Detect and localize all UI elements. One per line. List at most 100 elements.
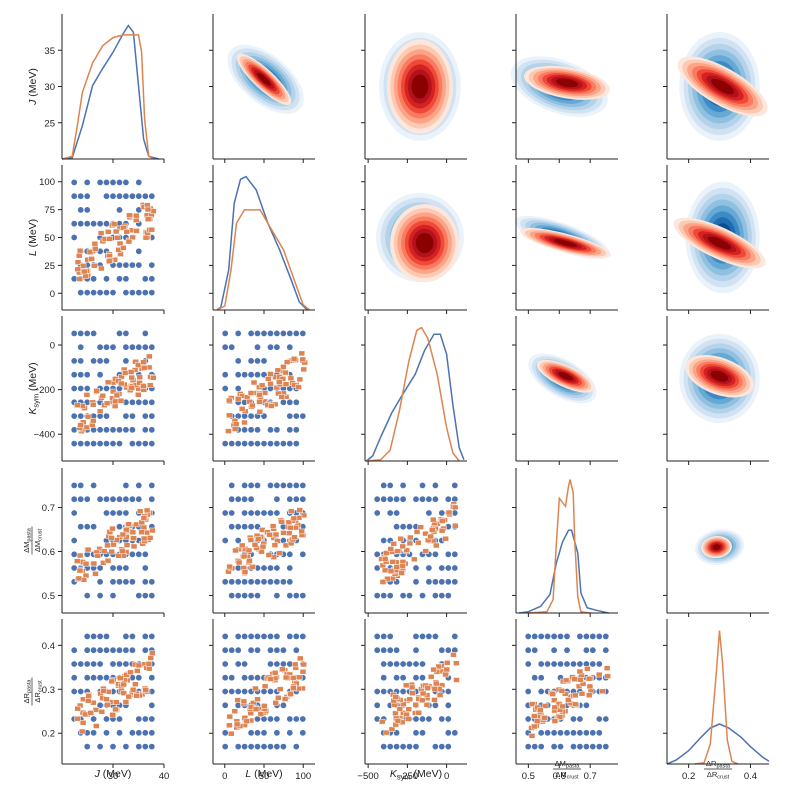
point-orange [398,570,405,576]
point-orange [397,535,404,542]
point-orange [279,376,287,382]
point-blue [70,192,78,200]
point-blue [386,743,394,751]
axes-r2-c3 [512,316,618,465]
axes-r0-c0: 25 30 35 [44,14,165,163]
point-blue [70,564,78,572]
point-orange [300,366,307,373]
axes-r4-c3: 0.5 0.6 0.7 [512,619,618,782]
point-blue [595,715,603,723]
point-blue [431,743,439,751]
point-blue [148,289,156,297]
axes-r1-c0: 0 25 50 75 100 [39,165,165,314]
point-blue [399,687,407,695]
point-blue [266,660,274,668]
scatter-dRfrac-L [221,632,307,751]
point-blue [241,523,249,531]
point-blue [241,660,249,668]
point-blue [393,674,401,682]
point-blue [386,592,394,600]
point-blue [393,660,401,668]
point-blue [234,687,242,695]
point-orange [129,686,137,693]
x-tick-label: 0.6 [553,771,566,782]
point-blue [234,632,242,640]
point-blue [70,674,78,682]
point-orange [431,686,439,692]
point-orange [292,524,300,531]
point-blue [438,578,446,586]
point-blue [103,178,111,186]
point-blue [273,440,281,448]
axis-label-denominator: ΔMcrust [33,528,44,552]
point-orange [225,428,232,434]
point-blue [292,592,300,600]
point-blue [135,398,143,406]
point-blue [373,495,381,503]
scatter-L-J [70,178,157,297]
point-blue [148,674,156,682]
point-blue [279,329,287,337]
point-blue [247,523,255,531]
axes-r3-c2 [361,468,467,617]
point-blue [444,578,452,586]
point-blue [247,729,255,737]
point-orange [226,412,233,419]
point-blue [451,481,459,489]
axis-label-numerator: ΔMpasta [555,759,581,770]
point-blue [286,426,294,434]
point-blue [109,660,117,668]
point-orange [145,665,153,672]
point-blue [273,715,281,723]
point-blue [103,440,111,448]
point-blue [444,592,452,600]
point-blue [148,495,156,503]
point-blue [128,261,136,269]
point-blue [279,646,287,654]
point-blue [563,646,571,654]
point-blue [386,660,394,668]
point-blue [116,275,124,283]
point-orange [394,548,402,554]
point-blue [90,660,98,668]
point-blue [96,578,104,586]
point-orange [254,696,261,702]
point-blue [77,660,85,668]
point-blue [260,578,268,586]
point-blue [412,743,420,751]
point-blue [299,632,307,640]
point-blue [544,632,552,640]
point-blue [228,592,236,600]
point-orange [103,696,110,702]
point-blue [234,495,242,503]
point-blue [260,564,268,572]
point-blue [96,220,104,228]
point-blue [399,523,407,531]
point-blue [373,564,381,572]
axis-label-text: J (MeV) [27,68,39,106]
point-orange [136,380,143,386]
point-orange [108,678,116,685]
point-blue [247,329,255,337]
x-axis-label-J: J (MeV) [94,768,132,780]
point-blue [286,343,294,351]
point-orange [127,369,135,375]
point-orange [106,236,113,242]
point-blue [393,743,401,751]
point-orange [296,507,303,513]
point-blue [122,495,130,503]
point-blue [531,646,539,654]
point-blue [70,384,78,392]
point-orange [76,247,84,254]
point-blue [386,632,394,640]
point-blue [569,743,577,751]
point-blue [96,178,104,186]
point-orange [238,406,246,412]
point-blue [116,578,124,586]
point-blue [286,578,294,586]
point-blue [556,743,564,751]
point-blue [135,729,143,737]
point-orange [453,660,460,666]
point-blue [122,564,130,572]
point-orange [405,706,412,712]
